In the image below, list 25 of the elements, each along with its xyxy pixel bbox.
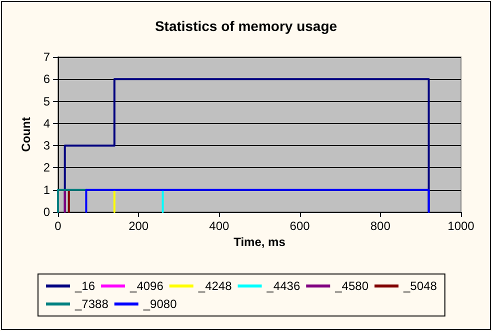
x-tick-label: 800 <box>370 219 391 233</box>
x-tick-label: 1000 <box>448 219 475 233</box>
y-axis-title: Count <box>19 117 33 152</box>
x-tick-label: 0 <box>54 219 62 233</box>
legend-label: _5048 <box>402 279 438 293</box>
legend-label: _9080 <box>142 297 178 311</box>
legend-label: _16 <box>74 279 96 293</box>
y-tick-label: 6 <box>43 72 50 86</box>
chart-title: Statistics of memory usage <box>154 18 338 34</box>
y-tick-label: 2 <box>43 160 50 175</box>
y-tick-label: 4 <box>43 116 50 130</box>
legend-label: _4096 <box>129 279 164 293</box>
y-tick-label: 5 <box>43 94 50 108</box>
y-tick-label: 3 <box>43 138 50 153</box>
y-tick-label: 7 <box>43 50 50 64</box>
y-tick-label: 1 <box>43 182 50 197</box>
legend-label: _4436 <box>266 279 300 293</box>
legend-label: _4580 <box>334 279 369 293</box>
legend-label: _4248 <box>197 279 232 293</box>
x-tick-label: 400 <box>209 219 230 233</box>
x-tick-label: 200 <box>128 219 149 233</box>
x-tick-label: 600 <box>290 219 310 233</box>
legend-label: _7388 <box>74 297 109 311</box>
y-tick-label: 0 <box>43 205 50 219</box>
x-axis-title: Time, ms <box>234 235 286 249</box>
